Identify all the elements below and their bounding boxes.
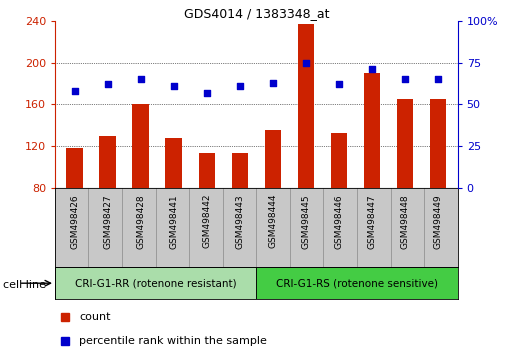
Point	[335, 82, 343, 87]
Bar	[55, 267, 256, 299]
Point	[401, 76, 409, 82]
Bar	[132, 104, 149, 188]
Text: GSM498444: GSM498444	[268, 194, 277, 249]
Title: GDS4014 / 1383348_at: GDS4014 / 1383348_at	[184, 7, 329, 20]
Text: GSM498427: GSM498427	[103, 194, 112, 249]
Text: GSM498441: GSM498441	[169, 194, 178, 249]
Bar	[265, 130, 281, 188]
Point	[169, 83, 178, 89]
Bar	[232, 153, 248, 188]
Text: GSM498445: GSM498445	[301, 194, 310, 249]
Text: count: count	[79, 312, 110, 322]
Text: GSM498428: GSM498428	[136, 194, 145, 249]
Text: CRI-G1-RS (rotenone sensitive): CRI-G1-RS (rotenone sensitive)	[276, 278, 438, 288]
Point	[235, 83, 244, 89]
Point	[137, 76, 145, 82]
Bar	[298, 24, 314, 188]
Point	[71, 88, 79, 94]
Text: percentile rank within the sample: percentile rank within the sample	[79, 336, 267, 346]
Point	[269, 80, 277, 86]
Text: GSM498448: GSM498448	[400, 194, 410, 249]
Text: GSM498447: GSM498447	[367, 194, 377, 249]
Bar	[256, 267, 458, 299]
Bar	[165, 138, 182, 188]
Point	[104, 82, 112, 87]
Point	[302, 60, 310, 66]
Bar	[99, 136, 116, 188]
Point	[202, 90, 211, 96]
Point	[368, 67, 376, 72]
Bar	[331, 132, 347, 188]
Text: cell line: cell line	[3, 280, 46, 290]
Text: GSM498446: GSM498446	[334, 194, 343, 249]
Bar	[429, 99, 446, 188]
Text: GSM498426: GSM498426	[70, 194, 79, 249]
Point	[434, 76, 442, 82]
Bar	[66, 148, 83, 188]
Text: CRI-G1-RR (rotenone resistant): CRI-G1-RR (rotenone resistant)	[75, 278, 236, 288]
Text: GSM498443: GSM498443	[235, 194, 244, 249]
Bar	[199, 153, 215, 188]
Bar	[363, 73, 380, 188]
Bar	[396, 99, 413, 188]
Text: GSM498442: GSM498442	[202, 194, 211, 249]
Text: GSM498449: GSM498449	[434, 194, 442, 249]
